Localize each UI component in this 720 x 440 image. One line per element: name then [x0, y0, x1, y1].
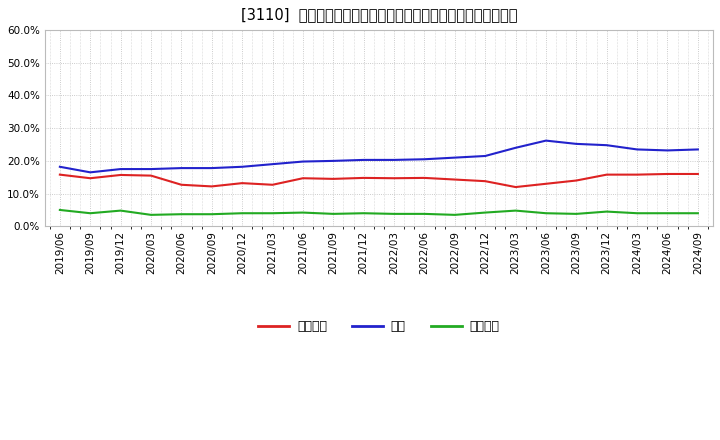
Title: [3110]  売上債権、在庫、買入債務の総資産に対する比率の推移: [3110] 売上債権、在庫、買入債務の総資産に対する比率の推移 [240, 7, 517, 22]
Legend: 売上債権, 在庫, 買入債務: 売上債権, 在庫, 買入債務 [253, 315, 505, 338]
